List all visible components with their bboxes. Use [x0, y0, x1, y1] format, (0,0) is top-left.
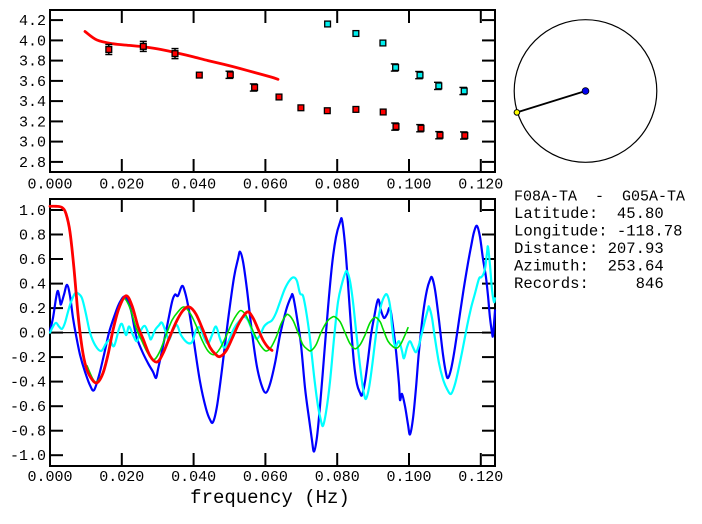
- svg-text:0.040: 0.040: [171, 469, 216, 486]
- svg-text:3.4: 3.4: [19, 94, 46, 111]
- svg-text:0.000: 0.000: [27, 469, 72, 486]
- svg-text:Latitude: 45.80: Latitude: 45.80: [514, 205, 664, 223]
- svg-text:0.020: 0.020: [99, 469, 144, 486]
- svg-text:0.0: 0.0: [19, 326, 46, 343]
- svg-text:3.2: 3.2: [19, 114, 46, 131]
- svg-text:-0.4: -0.4: [10, 375, 46, 392]
- svg-text:0.060: 0.060: [243, 469, 288, 486]
- svg-text:0.020: 0.020: [99, 177, 144, 194]
- svg-text:-0.2: -0.2: [10, 350, 46, 367]
- svg-text:0.060: 0.060: [243, 177, 288, 194]
- svg-text:-1.0: -1.0: [10, 448, 46, 465]
- svg-text:Longitude: -118.78: Longitude: -118.78: [514, 222, 682, 240]
- svg-text:Distance: 207.93: Distance: 207.93: [514, 240, 664, 258]
- svg-text:3.8: 3.8: [19, 54, 46, 71]
- svg-text:frequency (Hz): frequency (Hz): [190, 487, 350, 509]
- svg-text:Records: 846: Records: 846: [514, 275, 664, 293]
- svg-text:0.080: 0.080: [315, 469, 360, 486]
- svg-text:3.6: 3.6: [19, 74, 46, 91]
- svg-text:4.2: 4.2: [19, 13, 46, 30]
- svg-text:0.100: 0.100: [386, 177, 431, 194]
- svg-text:F08A-TA - G05A-TA: F08A-TA - G05A-TA: [514, 188, 685, 205]
- svg-text:0.100: 0.100: [386, 469, 431, 486]
- svg-text:0.6: 0.6: [19, 252, 46, 269]
- svg-text:0.000: 0.000: [27, 177, 72, 194]
- svg-text:Azimuth: 253.64: Azimuth: 253.64: [514, 257, 664, 275]
- svg-text:4.0: 4.0: [19, 33, 46, 50]
- svg-text:0.2: 0.2: [19, 301, 46, 318]
- svg-text:2.8: 2.8: [19, 155, 46, 172]
- svg-text:0.080: 0.080: [315, 177, 360, 194]
- svg-text:-0.6: -0.6: [10, 399, 46, 416]
- svg-text:0.8: 0.8: [19, 228, 46, 245]
- svg-text:3.0: 3.0: [19, 135, 46, 152]
- svg-text:0.4: 0.4: [19, 277, 46, 294]
- svg-text:-0.8: -0.8: [10, 424, 46, 441]
- svg-text:0.040: 0.040: [171, 177, 216, 194]
- svg-text:1.0: 1.0: [19, 203, 46, 220]
- svg-text:0.120: 0.120: [458, 469, 503, 486]
- svg-text:0.120: 0.120: [458, 177, 503, 194]
